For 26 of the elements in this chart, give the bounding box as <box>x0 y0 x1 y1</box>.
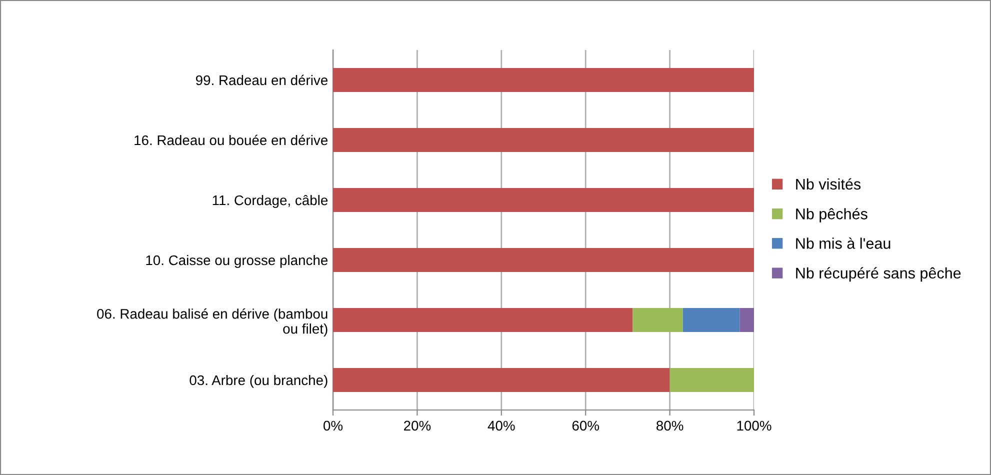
bar <box>333 308 633 332</box>
bar <box>333 188 754 212</box>
legend-label: Nb pêchés <box>796 208 868 222</box>
y-tick-label: 03. Arbre (ou branche) <box>190 374 328 388</box>
bar <box>333 68 754 92</box>
x-tick-label: 20% <box>404 420 431 431</box>
x-tick-label: 100% <box>737 420 772 431</box>
legend-label: Nb récupéré sans pêche <box>796 267 961 282</box>
x-tick-label: 0% <box>324 420 343 431</box>
bar <box>740 308 754 332</box>
bar <box>333 128 754 152</box>
x-tick-label: 80% <box>656 420 684 431</box>
legend-label: Nb visités <box>796 178 861 190</box>
y-tick-label: 16. Radeau ou bouée en dérive <box>134 134 328 146</box>
y-tick-label: 10. Caisse ou grosse planche <box>146 254 328 268</box>
y-tick-label: 99. Radeau en dérive <box>196 74 328 86</box>
bar <box>632 308 683 332</box>
bar <box>682 308 740 332</box>
x-tick-label: 40% <box>488 420 515 431</box>
bar <box>333 248 754 272</box>
legend-label: Nb mis à l'eau <box>796 237 890 249</box>
bar <box>670 368 754 392</box>
x-tick-label: 60% <box>572 420 600 431</box>
y-tick-label: 11. Cordage, câble <box>212 194 328 208</box>
bar <box>333 368 670 392</box>
y-tick-label: 06. Radeau balisé en dérive (bambou ou filet) <box>97 308 328 336</box>
